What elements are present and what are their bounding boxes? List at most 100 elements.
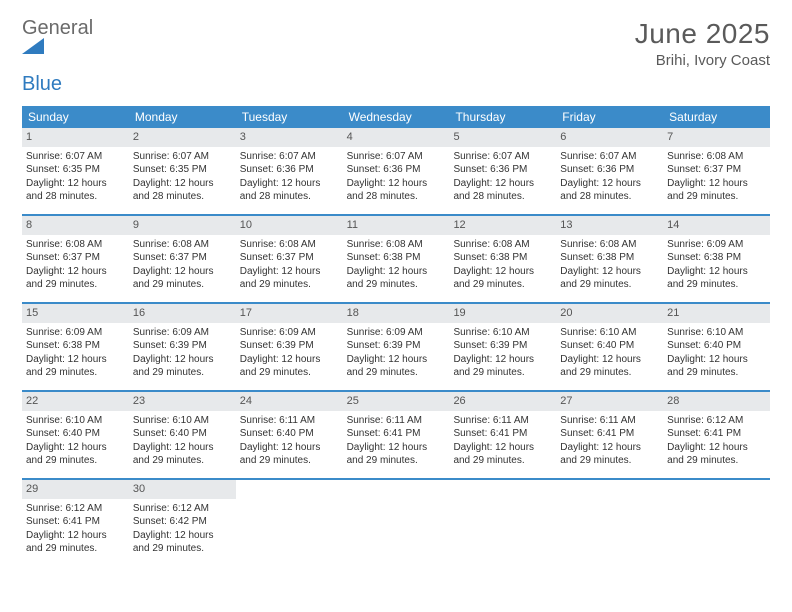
calendar-day: 26Sunrise: 6:11 AMSunset: 6:41 PMDayligh… <box>449 392 556 478</box>
weekday-header: Tuesday <box>236 106 343 128</box>
sunrise-text: Sunrise: 6:07 AM <box>453 150 552 164</box>
weekday-header: Friday <box>556 106 663 128</box>
daylight-text: Daylight: 12 hours and 28 minutes. <box>240 177 339 204</box>
sunset-text: Sunset: 6:35 PM <box>26 163 125 177</box>
calendar-day-empty <box>663 480 770 566</box>
daylight-text: Daylight: 12 hours and 28 minutes. <box>26 177 125 204</box>
calendar-day: 14Sunrise: 6:09 AMSunset: 6:38 PMDayligh… <box>663 216 770 302</box>
day-number: 22 <box>22 392 129 411</box>
sunset-text: Sunset: 6:39 PM <box>133 339 232 353</box>
sunset-text: Sunset: 6:40 PM <box>667 339 766 353</box>
calendar-day: 19Sunrise: 6:10 AMSunset: 6:39 PMDayligh… <box>449 304 556 390</box>
day-number: 7 <box>663 128 770 147</box>
sunrise-text: Sunrise: 6:11 AM <box>560 414 659 428</box>
calendar-day: 8Sunrise: 6:08 AMSunset: 6:37 PMDaylight… <box>22 216 129 302</box>
daylight-text: Daylight: 12 hours and 29 minutes. <box>453 265 552 292</box>
calendar-day: 15Sunrise: 6:09 AMSunset: 6:38 PMDayligh… <box>22 304 129 390</box>
sunset-text: Sunset: 6:40 PM <box>133 427 232 441</box>
calendar-day: 2Sunrise: 6:07 AMSunset: 6:35 PMDaylight… <box>129 128 236 214</box>
day-number: 5 <box>449 128 556 147</box>
calendar-day: 29Sunrise: 6:12 AMSunset: 6:41 PMDayligh… <box>22 480 129 566</box>
daylight-text: Daylight: 12 hours and 29 minutes. <box>560 265 659 292</box>
day-number: 11 <box>343 216 450 235</box>
day-number: 26 <box>449 392 556 411</box>
sunset-text: Sunset: 6:39 PM <box>240 339 339 353</box>
calendar-week: 22Sunrise: 6:10 AMSunset: 6:40 PMDayligh… <box>22 392 770 480</box>
sunrise-text: Sunrise: 6:10 AM <box>133 414 232 428</box>
weekday-header: Monday <box>129 106 236 128</box>
daylight-text: Daylight: 12 hours and 29 minutes. <box>560 353 659 380</box>
daylight-text: Daylight: 12 hours and 29 minutes. <box>26 353 125 380</box>
sunrise-text: Sunrise: 6:07 AM <box>133 150 232 164</box>
daylight-text: Daylight: 12 hours and 29 minutes. <box>133 353 232 380</box>
day-number: 30 <box>129 480 236 499</box>
sunset-text: Sunset: 6:38 PM <box>667 251 766 265</box>
day-number: 20 <box>556 304 663 323</box>
daylight-text: Daylight: 12 hours and 29 minutes. <box>133 529 232 556</box>
logo-sail-icon <box>22 38 93 54</box>
weekday-header: Saturday <box>663 106 770 128</box>
day-number: 8 <box>22 216 129 235</box>
weekday-header-row: SundayMondayTuesdayWednesdayThursdayFrid… <box>22 106 770 128</box>
logo-text: General Blue <box>22 18 93 94</box>
sunset-text: Sunset: 6:38 PM <box>26 339 125 353</box>
sunset-text: Sunset: 6:35 PM <box>133 163 232 177</box>
calendar-day: 28Sunrise: 6:12 AMSunset: 6:41 PMDayligh… <box>663 392 770 478</box>
calendar-day: 20Sunrise: 6:10 AMSunset: 6:40 PMDayligh… <box>556 304 663 390</box>
sunrise-text: Sunrise: 6:12 AM <box>26 502 125 516</box>
day-number: 29 <box>22 480 129 499</box>
weekday-header: Wednesday <box>343 106 450 128</box>
calendar-day: 22Sunrise: 6:10 AMSunset: 6:40 PMDayligh… <box>22 392 129 478</box>
day-number: 28 <box>663 392 770 411</box>
daylight-text: Daylight: 12 hours and 29 minutes. <box>240 265 339 292</box>
sunset-text: Sunset: 6:39 PM <box>347 339 446 353</box>
logo: General Blue <box>22 18 93 94</box>
sunset-text: Sunset: 6:41 PM <box>347 427 446 441</box>
calendar-day-empty <box>449 480 556 566</box>
logo-word-blue: Blue <box>22 73 62 95</box>
calendar-day: 21Sunrise: 6:10 AMSunset: 6:40 PMDayligh… <box>663 304 770 390</box>
calendar-day: 6Sunrise: 6:07 AMSunset: 6:36 PMDaylight… <box>556 128 663 214</box>
day-number: 4 <box>343 128 450 147</box>
day-number: 27 <box>556 392 663 411</box>
daylight-text: Daylight: 12 hours and 29 minutes. <box>347 441 446 468</box>
month-title: June 2025 <box>635 18 770 50</box>
calendar-day: 5Sunrise: 6:07 AMSunset: 6:36 PMDaylight… <box>449 128 556 214</box>
sunrise-text: Sunrise: 6:11 AM <box>453 414 552 428</box>
sunrise-text: Sunrise: 6:07 AM <box>240 150 339 164</box>
daylight-text: Daylight: 12 hours and 29 minutes. <box>453 353 552 380</box>
sunset-text: Sunset: 6:40 PM <box>240 427 339 441</box>
sunset-text: Sunset: 6:42 PM <box>133 515 232 529</box>
sunrise-text: Sunrise: 6:08 AM <box>667 150 766 164</box>
sunrise-text: Sunrise: 6:09 AM <box>347 326 446 340</box>
calendar-day-empty <box>236 480 343 566</box>
sunrise-text: Sunrise: 6:08 AM <box>347 238 446 252</box>
sunrise-text: Sunrise: 6:08 AM <box>26 238 125 252</box>
daylight-text: Daylight: 12 hours and 29 minutes. <box>26 529 125 556</box>
calendar-day-empty <box>343 480 450 566</box>
sunset-text: Sunset: 6:36 PM <box>347 163 446 177</box>
day-number: 10 <box>236 216 343 235</box>
calendar-week: 1Sunrise: 6:07 AMSunset: 6:35 PMDaylight… <box>22 128 770 216</box>
day-number: 25 <box>343 392 450 411</box>
calendar-week: 8Sunrise: 6:08 AMSunset: 6:37 PMDaylight… <box>22 216 770 304</box>
calendar-day: 16Sunrise: 6:09 AMSunset: 6:39 PMDayligh… <box>129 304 236 390</box>
sunset-text: Sunset: 6:36 PM <box>240 163 339 177</box>
calendar-day-empty <box>556 480 663 566</box>
sunset-text: Sunset: 6:36 PM <box>560 163 659 177</box>
day-number: 24 <box>236 392 343 411</box>
daylight-text: Daylight: 12 hours and 29 minutes. <box>667 265 766 292</box>
day-number: 19 <box>449 304 556 323</box>
logo-word-general: General <box>22 17 93 39</box>
daylight-text: Daylight: 12 hours and 29 minutes. <box>347 265 446 292</box>
sunset-text: Sunset: 6:37 PM <box>240 251 339 265</box>
daylight-text: Daylight: 12 hours and 29 minutes. <box>560 441 659 468</box>
day-number: 2 <box>129 128 236 147</box>
sunrise-text: Sunrise: 6:12 AM <box>667 414 766 428</box>
sunset-text: Sunset: 6:41 PM <box>667 427 766 441</box>
sunrise-text: Sunrise: 6:08 AM <box>133 238 232 252</box>
sunrise-text: Sunrise: 6:10 AM <box>560 326 659 340</box>
calendar-weeks: 1Sunrise: 6:07 AMSunset: 6:35 PMDaylight… <box>22 128 770 566</box>
sunrise-text: Sunrise: 6:08 AM <box>453 238 552 252</box>
calendar-day: 10Sunrise: 6:08 AMSunset: 6:37 PMDayligh… <box>236 216 343 302</box>
